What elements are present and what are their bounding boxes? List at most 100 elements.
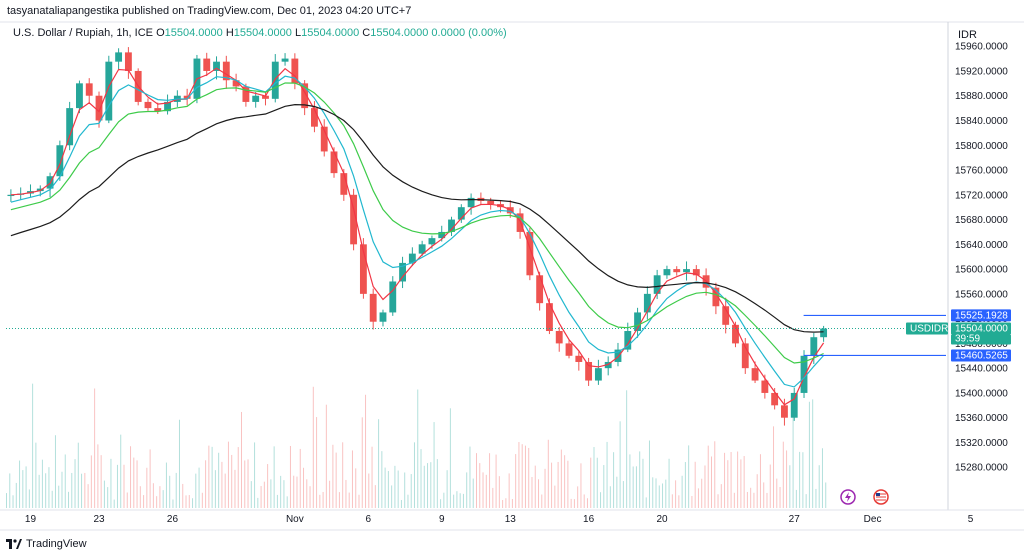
volume-bar — [48, 467, 50, 508]
candle-body — [252, 95, 260, 102]
volume-bar — [234, 469, 236, 508]
volume-bar — [94, 388, 96, 508]
volume-bar — [286, 496, 288, 508]
volume-bar — [211, 446, 213, 508]
candle-body — [741, 343, 749, 369]
us-flag-event-icon[interactable] — [873, 489, 889, 505]
volume-bar — [645, 497, 647, 508]
volume-bar — [763, 482, 765, 508]
currency-label[interactable]: IDR — [958, 29, 977, 41]
y-tick-label: 15320.0000 — [955, 438, 1008, 449]
candle-body — [634, 312, 641, 332]
volume-bar — [41, 459, 43, 508]
volume-bar — [156, 496, 158, 508]
candle-body — [653, 275, 661, 294]
y-tick-label: 15680.0000 — [955, 215, 1008, 226]
ema-line-3 — [10, 82, 824, 364]
volume-bar — [805, 494, 807, 508]
candle-body — [692, 269, 700, 276]
candle-body — [614, 349, 622, 362]
candle-body — [565, 343, 573, 356]
tradingview-logo-icon — [6, 539, 22, 550]
candle-body — [438, 231, 446, 239]
x-tick-label: 13 — [505, 514, 517, 525]
ema-line-4 — [10, 103, 824, 333]
volume-bar — [665, 479, 667, 508]
volume-bar — [524, 445, 526, 508]
volume-bar — [433, 422, 435, 508]
volume-bar — [534, 465, 536, 508]
volume-bar — [338, 492, 340, 508]
symbol-name[interactable]: U.S. Dollar / Rupiah, 1h, ICE — [13, 27, 154, 39]
volume-bar — [325, 404, 327, 508]
volume-bar — [404, 472, 406, 508]
volume-bar — [182, 483, 184, 508]
volume-bar — [351, 450, 353, 508]
volume-bar — [116, 464, 118, 508]
volume-bar — [472, 478, 474, 508]
volume-bar — [68, 491, 70, 508]
close-value: 15504.0000 — [370, 27, 429, 39]
volume-bar — [9, 473, 11, 508]
volume-bar — [394, 465, 396, 508]
x-tick-label: 26 — [167, 514, 179, 525]
earnings-event-icon[interactable] — [840, 489, 856, 505]
volume-bar — [694, 461, 696, 508]
candle-body — [418, 244, 426, 254]
candle-body — [340, 173, 348, 195]
volume-bar — [479, 463, 481, 508]
volume-bar — [759, 454, 761, 508]
volume-bar — [374, 485, 376, 508]
y-tick-label: 15280.0000 — [955, 463, 1008, 474]
x-tick-label: 5 — [968, 514, 974, 525]
volume-bar — [319, 494, 321, 508]
volume-bar — [74, 459, 76, 508]
volume-bar — [273, 446, 275, 508]
volume-bar — [691, 496, 693, 508]
volume-bar — [567, 460, 569, 508]
candle-body — [330, 151, 338, 174]
candle-body — [771, 392, 779, 406]
candle-body — [242, 86, 250, 102]
candle-body — [536, 275, 544, 304]
volume-bar — [25, 466, 27, 508]
volume-bar — [518, 442, 520, 508]
volume-bar — [371, 446, 373, 508]
candle-body — [350, 194, 358, 245]
volume-bar — [185, 495, 187, 508]
volume-bar — [218, 452, 220, 508]
volume-bar — [580, 463, 582, 508]
volume-bar — [789, 465, 791, 508]
y-tick-label: 15560.0000 — [955, 289, 1008, 300]
volume-bar — [436, 459, 438, 508]
symbol-tag-bg — [906, 322, 948, 335]
candle-body — [624, 331, 632, 350]
volume-bar — [221, 461, 223, 508]
volume-bar — [365, 394, 367, 508]
candle-body — [56, 145, 64, 177]
volume-bar — [626, 390, 628, 508]
volume-bar — [756, 474, 758, 508]
candle-body — [790, 392, 798, 418]
volume-bar — [766, 492, 768, 508]
low-value: 15504.0000 — [301, 27, 360, 39]
ema-line-1 — [10, 67, 825, 406]
tradingview-brand: TradingView — [26, 538, 87, 550]
volume-bar — [430, 462, 432, 508]
volume-bar — [244, 460, 246, 508]
volume-bar — [280, 475, 282, 508]
volume-bar — [639, 451, 641, 508]
volume-bar — [283, 480, 285, 508]
volume-bar — [606, 441, 608, 508]
volume-bar — [384, 467, 386, 508]
volume-bar — [743, 456, 745, 508]
volume-bar — [724, 452, 726, 508]
candle-body — [203, 58, 211, 71]
volume-bar — [143, 495, 145, 508]
volume-bar — [635, 466, 637, 508]
candle-body — [213, 61, 220, 71]
volume-bar — [152, 483, 154, 508]
volume-bar — [596, 457, 598, 508]
volume-bar — [668, 458, 670, 508]
